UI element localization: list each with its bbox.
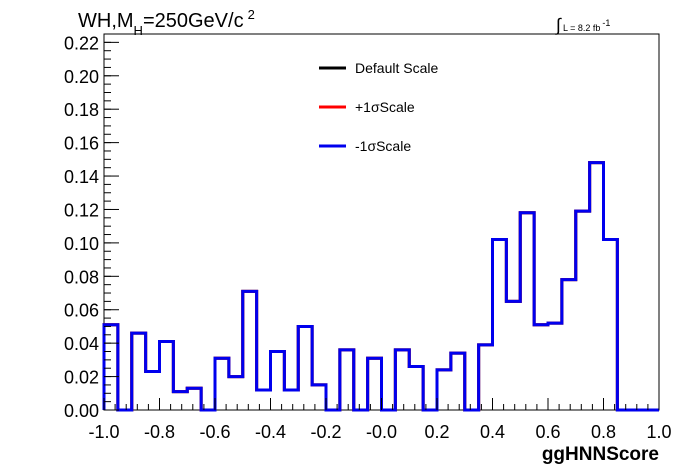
y-tick-label: 0.12 [64, 200, 99, 220]
x-tick-label: 0.4 [480, 422, 505, 442]
lumi-superscript: -1 [602, 18, 610, 28]
series-layer [102, 161, 659, 412]
x-tick-label: 1.0 [646, 422, 671, 442]
lumi-integral-symbol: ∫ [554, 15, 562, 35]
legend: Default Scale +1σScale -1σScale [319, 60, 438, 154]
x-tick-label: 0.6 [535, 422, 560, 442]
y-tick-label: 0.06 [64, 301, 99, 321]
lumi-label: ∫ L = 8.2 fb -1 [554, 15, 610, 35]
y-tick-label: 0.18 [64, 100, 99, 120]
x-tick-label: 0.2 [424, 422, 449, 442]
y-tick-label: 0.10 [64, 234, 99, 254]
x-axis-label: ggHNNScore [542, 444, 659, 465]
lumi-text: L = 8.2 fb [563, 23, 600, 33]
y-tick-label: 0.20 [64, 67, 99, 87]
x-tick-label: 0.8 [591, 422, 616, 442]
y-tick-label: 0.04 [64, 334, 99, 354]
title-subscript: H [134, 23, 143, 38]
legend-label-1: +1σScale [355, 99, 415, 115]
legend-label-0: Default Scale [355, 60, 438, 76]
x-tick-label: -0.6 [199, 422, 230, 442]
y-tick-label: 0.22 [64, 33, 99, 53]
chart-title: WH,MH=250GeV/c 2 [78, 7, 255, 38]
x-tick-label: -0.8 [144, 422, 175, 442]
x-tick-label: -0.0 [366, 422, 397, 442]
y-tick-label: 0.14 [64, 167, 99, 187]
series-line-2 [102, 161, 659, 412]
y-tick-label: 0.16 [64, 134, 99, 154]
y-tick-label: 0.02 [64, 368, 99, 388]
title-superscript: 2 [248, 7, 255, 22]
title-part-b: =250GeV/c [143, 10, 244, 32]
x-axis-ticks: -1.0 -0.8 -0.6 -0.4 -0.2 -0.0 0.2 0.4 0.6 0.8 1.0 [88, 398, 672, 442]
x-tick-label: -1.0 [88, 422, 119, 442]
x-tick-label: -0.4 [255, 422, 286, 442]
y-tick-label: 0.08 [64, 267, 99, 287]
y-tick-label: 0.00 [64, 401, 99, 421]
title-part-a: WH,M [78, 10, 134, 32]
legend-label-2: -1σScale [355, 138, 411, 154]
y-axis-ticks: 0.00 0.02 0.04 0.06 0.08 0.10 0.12 0.14 0.16 0.18… [64, 33, 119, 421]
x-tick-label: -0.2 [310, 422, 341, 442]
